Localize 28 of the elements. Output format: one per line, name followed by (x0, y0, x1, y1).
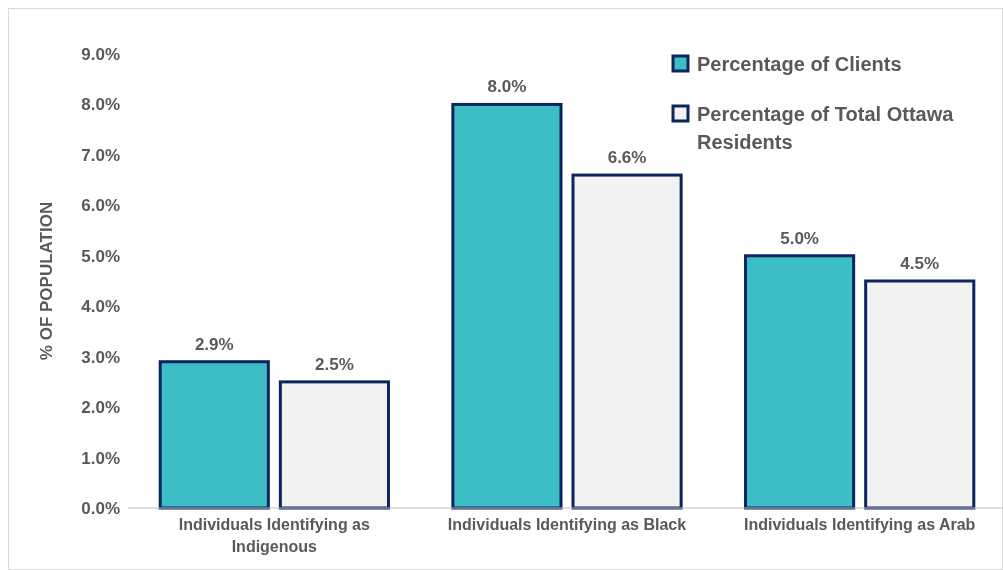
data-label: 4.5% (900, 254, 940, 273)
y-tick-label: 8.0% (81, 95, 120, 115)
bar (278, 380, 390, 510)
data-label: 2.5% (315, 354, 354, 374)
y-tick-label: 9.0% (81, 44, 120, 64)
y-tick-label: 5.0% (81, 246, 120, 266)
y-tick-label: 0.0% (81, 498, 120, 518)
data-label: 6.6% (607, 148, 647, 168)
bar (158, 360, 270, 510)
bar (744, 254, 856, 510)
y-tick-label: 7.0% (81, 145, 120, 165)
y-axis-title: % OF POPULATION (37, 201, 56, 361)
y-tick-label: 2.0% (81, 398, 120, 418)
x-tick-label: Individuals Identifying as Indigenous (178, 516, 371, 555)
data-label: 5.0% (780, 228, 819, 248)
bar (451, 102, 563, 510)
y-tick-label: 6.0% (81, 196, 120, 216)
data-label: 8.0% (487, 77, 527, 97)
bar (864, 279, 976, 510)
y-tick-label: 3.0% (81, 347, 120, 367)
y-tick-label: 4.0% (81, 297, 120, 317)
x-tick-label: Individuals Identifying as Arab (743, 516, 976, 533)
y-tick-label: 1.0% (81, 448, 120, 468)
bar (571, 173, 683, 510)
x-tick-label: Individuals Identifying as Black (447, 516, 687, 533)
legend-label: Percentage of Total Ottawa Residents (697, 103, 955, 153)
legend-label: Percentage of Clients (697, 53, 902, 75)
data-label: 2.9% (194, 334, 234, 354)
